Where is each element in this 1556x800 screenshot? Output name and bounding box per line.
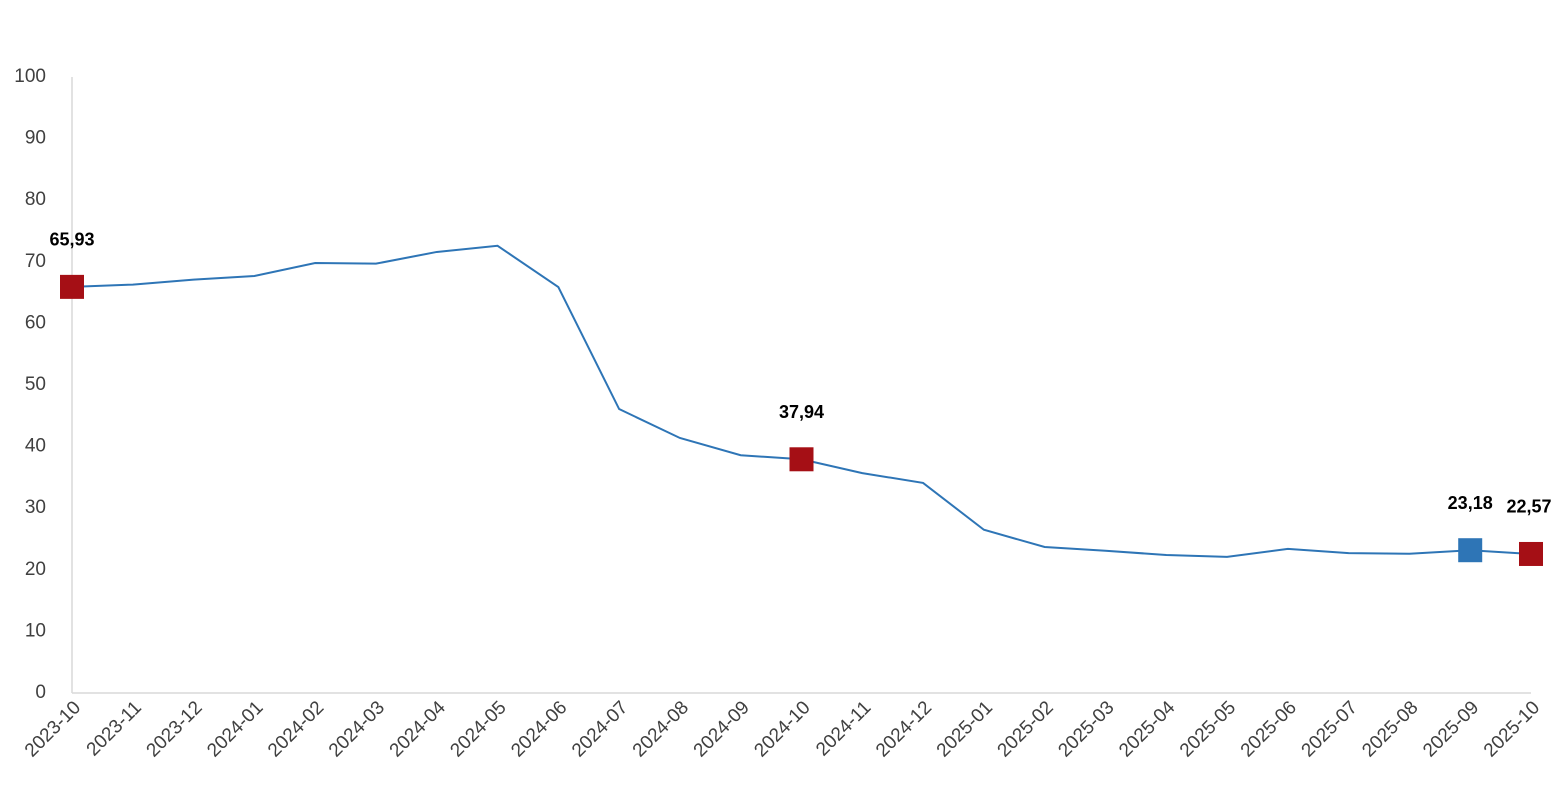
marker <box>60 274 84 299</box>
x-tick-label: 2024-09 <box>690 697 754 761</box>
x-tick-label: 2024-02 <box>264 697 328 761</box>
value-label: 22,57 <box>1506 497 1551 517</box>
x-tick-label: 2025-07 <box>1298 697 1362 761</box>
x-tick-label: 2025-09 <box>1419 697 1483 761</box>
y-tick-label: 40 <box>25 436 46 457</box>
x-tick-label: 2023-10 <box>21 697 85 761</box>
x-tick-label: 2024-01 <box>203 697 267 761</box>
y-tick-label: 20 <box>25 559 46 580</box>
x-tick-label: 2025-04 <box>1115 697 1179 761</box>
x-tick-label: 2023-11 <box>83 697 146 760</box>
y-tick-label: 100 <box>14 66 46 87</box>
x-tick-label: 2024-11 <box>812 697 875 760</box>
value-label: 23,18 <box>1448 493 1493 513</box>
y-tick-label: 50 <box>25 374 46 395</box>
x-tick-label: 2024-05 <box>446 697 510 761</box>
value-label: 65,93 <box>49 230 94 250</box>
marker <box>1519 541 1543 566</box>
x-tick-label: 2024-07 <box>568 697 632 761</box>
y-tick-label: 80 <box>25 189 46 210</box>
x-tick-label: 2025-03 <box>1054 697 1118 761</box>
x-tick-label: 2024-10 <box>750 697 814 761</box>
x-tick-label: 2025-02 <box>994 697 1058 761</box>
value-label: 37,94 <box>779 402 824 422</box>
marker <box>789 447 814 472</box>
x-tick-label: 2025-05 <box>1176 697 1240 761</box>
x-tick-label: 2024-12 <box>872 697 936 761</box>
y-tick-label: 0 <box>35 682 46 703</box>
x-tick-label: 2025-08 <box>1358 697 1422 761</box>
y-tick-label: 90 <box>25 128 46 149</box>
x-tick-label: 2025-10 <box>1480 697 1544 761</box>
y-tick-label: 60 <box>25 312 46 333</box>
y-tick-label: 10 <box>25 620 46 641</box>
x-tick-label: 2024-08 <box>629 697 693 761</box>
x-tick-label: 2024-04 <box>386 697 450 761</box>
x-tick-label: 2025-01 <box>933 697 997 761</box>
y-tick-label: 70 <box>25 251 46 272</box>
marker <box>1458 538 1483 563</box>
x-tick-label: 2024-06 <box>507 697 571 761</box>
y-tick-label: 30 <box>25 497 46 518</box>
x-tick-label: 2023-12 <box>143 697 207 761</box>
x-tick-label: 2024-03 <box>325 697 389 761</box>
x-tick-label: 2025-06 <box>1237 697 1301 761</box>
